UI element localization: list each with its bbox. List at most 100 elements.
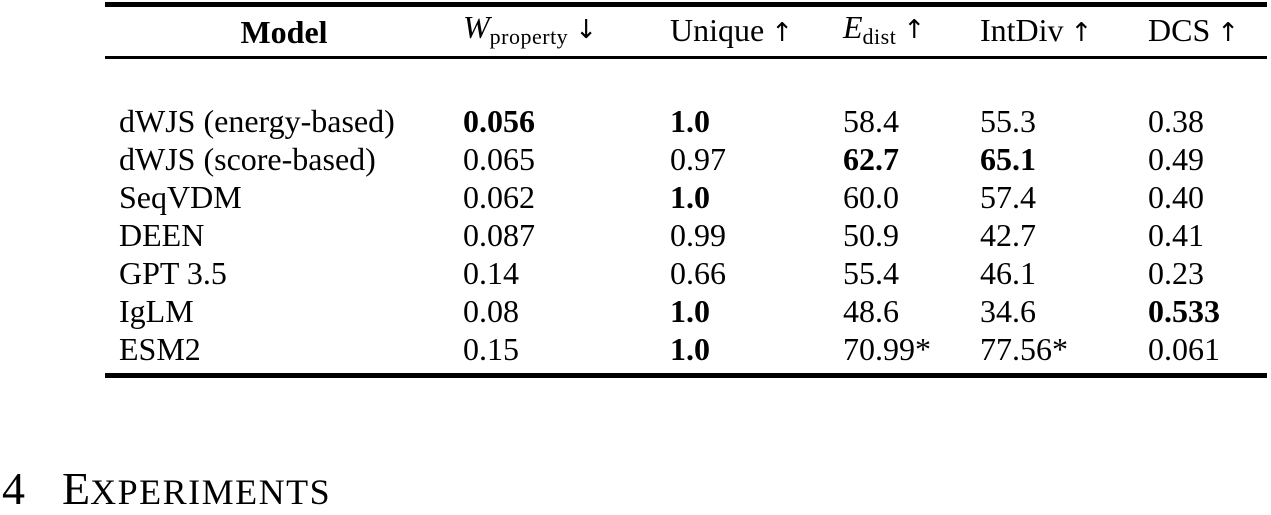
metric-value: 57.4 [980, 178, 1036, 215]
column-header-dcs: DCS ↑ [1148, 4, 1267, 59]
up-arrow-icon: ↑ [1070, 18, 1093, 48]
metric-value: 42.7 [980, 216, 1036, 253]
cell-intdiv: 57.4 [980, 178, 1148, 216]
intdiv-label: IntDiv [980, 12, 1064, 48]
cell-model: IgLM [105, 292, 463, 330]
column-header-e-dist: Edist ↑ [843, 4, 980, 59]
table-row: GPT 3.5 0.14 0.66 55.4 46.1 0.23 [105, 254, 1267, 292]
cell-intdiv: 55.3 [980, 102, 1148, 140]
cell-unique: 1.0 [670, 292, 843, 330]
cell-intdiv: 65.1 [980, 140, 1148, 178]
column-header-model: Model [105, 4, 463, 59]
cell-dcs: 0.49 [1148, 140, 1267, 178]
cell-model: DEEN [105, 216, 463, 254]
metric-value: 1.0 [670, 102, 710, 139]
table-row: dWJS (energy-based) 0.056 1.0 58.4 55.3 … [105, 102, 1267, 140]
up-arrow-icon: ↑ [771, 18, 793, 48]
cell-unique: 0.99 [670, 216, 843, 254]
metric-value: 0.14 [463, 254, 519, 291]
column-header-intdiv: IntDiv ↑ [980, 4, 1148, 59]
metric-value: 70.99* [843, 330, 931, 367]
metric-value: 58.4 [843, 102, 899, 139]
cell-e-dist: 58.4 [843, 102, 980, 140]
column-header-model-label: Model [240, 13, 328, 50]
dcs-label: DCS [1148, 12, 1211, 48]
metric-value: 0.062 [463, 178, 535, 215]
metric-value: 0.065 [463, 140, 535, 177]
cell-e-dist: 70.99* [843, 330, 980, 368]
metric-value: 65.1 [980, 140, 1036, 177]
model-name: ESM2 [119, 330, 201, 367]
section-title: Experiments [62, 463, 332, 514]
up-arrow-icon: ↑ [1217, 18, 1240, 48]
w-subscript: property [489, 23, 569, 49]
down-arrow-icon: ↓ [575, 14, 597, 45]
metric-value: 60.0 [843, 178, 899, 215]
column-header-unique: Unique ↑ [670, 4, 843, 59]
metric-value: 77.56* [980, 330, 1068, 367]
cell-model: dWJS (energy-based) [105, 102, 463, 140]
cell-dcs: 0.38 [1148, 102, 1267, 140]
cell-unique: 0.97 [670, 140, 843, 178]
cell-w-property: 0.08 [463, 292, 670, 330]
cell-w-property: 0.062 [463, 178, 670, 216]
metric-value: 48.6 [843, 292, 899, 329]
metric-value: 0.97 [670, 140, 726, 177]
metric-value: 0.40 [1148, 178, 1204, 215]
section-number: 4 [2, 463, 25, 514]
metric-value: 0.38 [1148, 102, 1204, 139]
metric-value: 0.15 [463, 330, 519, 367]
cell-unique: 1.0 [670, 102, 843, 140]
up-arrow-icon: ↑ [903, 14, 926, 45]
metric-value: 0.66 [670, 254, 726, 291]
metric-value: 0.533 [1148, 292, 1220, 329]
cell-w-property: 0.14 [463, 254, 670, 292]
metric-value: 0.061 [1148, 330, 1220, 367]
cell-unique: 0.66 [670, 254, 843, 292]
model-name: dWJS (score-based) [119, 140, 376, 177]
metric-value: 0.41 [1148, 216, 1204, 253]
cell-dcs: 0.41 [1148, 216, 1267, 254]
cell-model: SeqVDM [105, 178, 463, 216]
cell-model: GPT 3.5 [105, 254, 463, 292]
metric-value: 1.0 [670, 330, 710, 367]
e-symbol: E [843, 8, 863, 45]
cell-intdiv: 46.1 [980, 254, 1148, 292]
metric-value: 55.4 [843, 254, 899, 291]
metric-value: 46.1 [980, 254, 1036, 291]
model-metrics-table: Model Wproperty ↓ Unique ↑ Edist ↑ IntDiv ↑ … [105, 2, 1267, 378]
metric-value: 34.6 [980, 292, 1036, 329]
cell-w-property: 0.065 [463, 140, 670, 178]
model-name: DEEN [119, 216, 205, 253]
metric-value: 55.3 [980, 102, 1036, 139]
cell-w-property: 0.056 [463, 102, 670, 140]
cell-intdiv: 34.6 [980, 292, 1148, 330]
metric-value: 1.0 [670, 292, 710, 329]
table-bottom-padding [105, 368, 1267, 376]
unique-label: Unique [670, 12, 765, 48]
metric-value: 1.0 [670, 178, 710, 215]
cell-dcs: 0.061 [1148, 330, 1267, 368]
cell-e-dist: 62.7 [843, 140, 980, 178]
model-name: dWJS (energy-based) [119, 102, 395, 139]
cell-model: ESM2 [105, 330, 463, 368]
cell-intdiv: 42.7 [980, 216, 1148, 254]
cell-model: dWJS (score-based) [105, 140, 463, 178]
metric-value: 62.7 [843, 140, 899, 177]
table-row: DEEN 0.087 0.99 50.9 42.7 0.41 [105, 216, 1267, 254]
cell-unique: 1.0 [670, 330, 843, 368]
column-header-w-property: Wproperty ↓ [463, 4, 670, 59]
table-row: IgLM 0.08 1.0 48.6 34.6 0.533 [105, 292, 1267, 330]
metric-value: 0.49 [1148, 140, 1204, 177]
cell-e-dist: 55.4 [843, 254, 980, 292]
model-name: SeqVDM [119, 178, 242, 215]
metric-value: 50.9 [843, 216, 899, 253]
table-row: dWJS (score-based) 0.065 0.97 62.7 65.1 … [105, 140, 1267, 178]
cell-dcs: 0.40 [1148, 178, 1267, 216]
e-subscript: dist [862, 23, 897, 49]
metric-value: 0.99 [670, 216, 726, 253]
model-name: IgLM [119, 292, 194, 329]
cell-dcs: 0.23 [1148, 254, 1267, 292]
cell-e-dist: 48.6 [843, 292, 980, 330]
